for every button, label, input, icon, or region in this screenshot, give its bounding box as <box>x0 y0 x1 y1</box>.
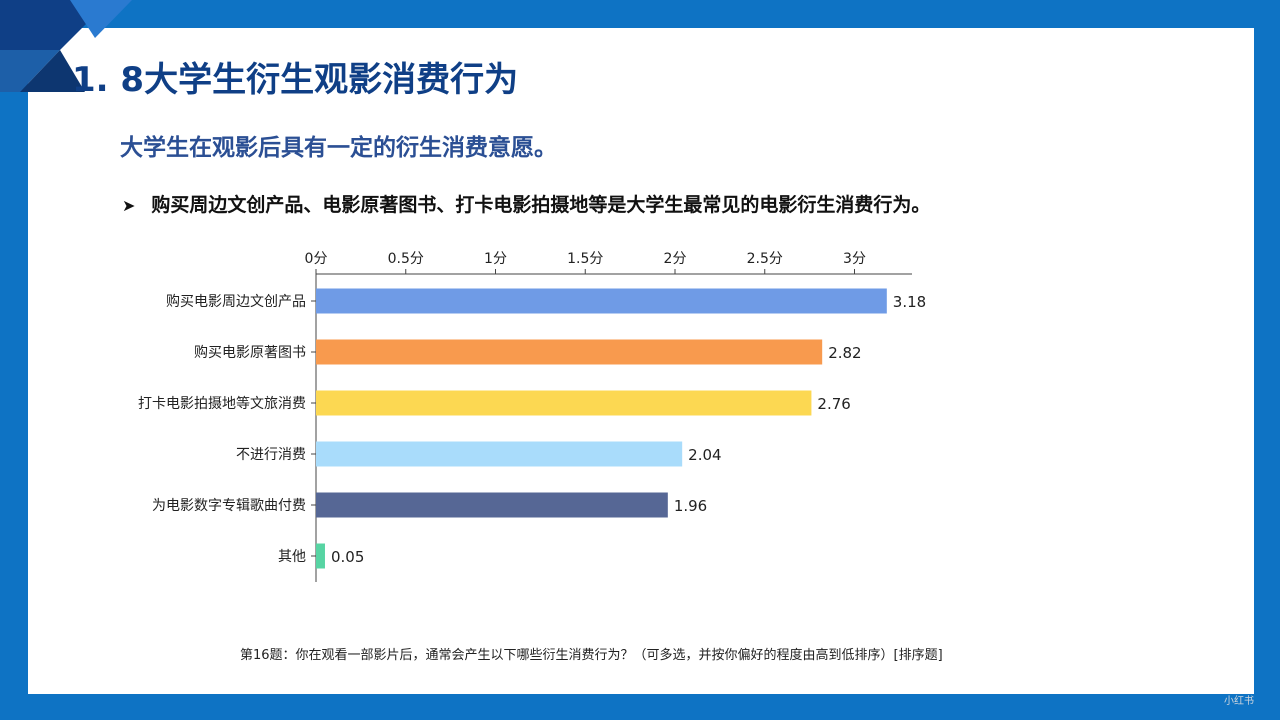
bullet-text: 购买周边文创产品、电影原著图书、打卡电影拍摄地等是大学生最常见的电影衍生消费行为… <box>151 194 931 216</box>
bullet-point: ➤ 购买周边文创产品、电影原著图书、打卡电影拍摄地等是大学生最常见的电影衍生消费行… <box>122 190 930 217</box>
category-label: 其他 <box>278 549 306 565</box>
data-label: 3.18 <box>893 293 926 311</box>
x-tick-label: 1.5分 <box>567 251 603 267</box>
bar <box>316 543 325 569</box>
x-tick-label: 3分 <box>843 251 866 267</box>
bar <box>316 339 823 365</box>
data-label: 2.82 <box>828 344 861 362</box>
bar <box>316 288 887 314</box>
data-label: 1.96 <box>674 497 707 515</box>
watermark: 小红书 <box>1224 696 1254 707</box>
category-label: 购买电影原著图书 <box>194 345 306 361</box>
x-tick-label: 2.5分 <box>747 251 783 267</box>
bar <box>316 390 812 416</box>
question-footnote: 第16题：你在观看一部影片后，通常会产生以下哪些衍生消费行为？（可多选，并按你偏… <box>240 648 943 663</box>
category-label: 打卡电影拍摄地等文旅消费 <box>138 395 306 412</box>
bar <box>316 441 683 467</box>
corner-decoration <box>0 0 132 92</box>
page-title: 1. 8大学生衍生观影消费行为 <box>72 60 519 100</box>
x-tick-label: 2分 <box>664 251 687 267</box>
bar <box>316 492 668 518</box>
data-label: 0.05 <box>331 548 364 566</box>
x-tick-label: 1分 <box>484 251 507 267</box>
x-tick-label: 0.5分 <box>388 251 424 267</box>
page-subtitle: 大学生在观影后具有一定的衍生消费意愿。 <box>120 135 557 161</box>
arrow-bullet-icon: ➤ <box>122 196 136 215</box>
data-label: 2.76 <box>817 395 850 413</box>
category-label: 为电影数字专辑歌曲付费 <box>152 498 306 514</box>
data-label: 2.04 <box>688 446 721 464</box>
category-label: 不进行消费 <box>236 447 306 463</box>
x-tick-label: 0分 <box>305 251 328 267</box>
category-label: 购买电影周边文创产品 <box>166 294 306 310</box>
